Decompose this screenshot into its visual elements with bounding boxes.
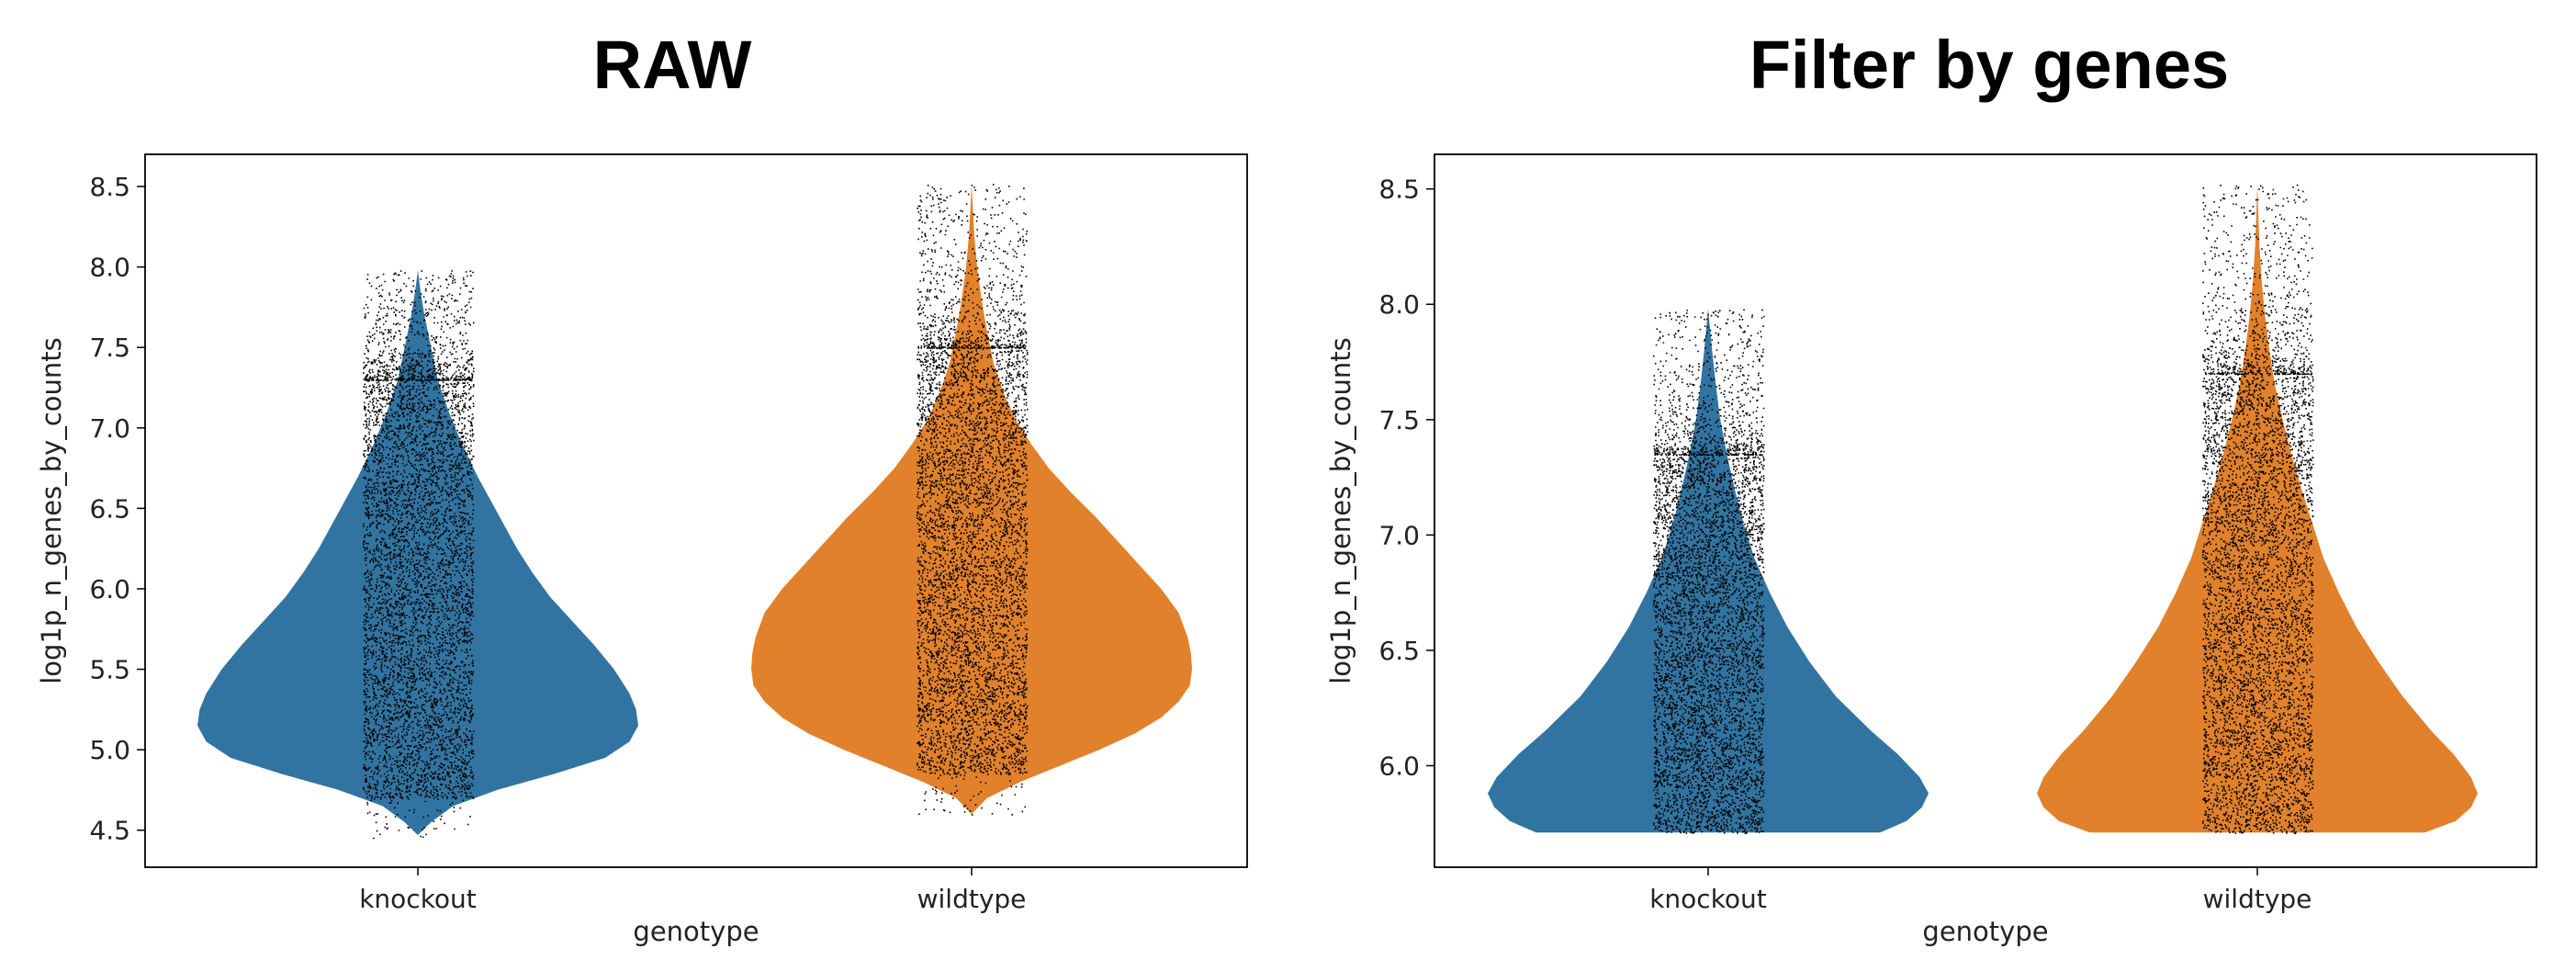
- x-tick-label-knockout: knockout: [1649, 884, 1767, 914]
- y-tick-label: 7.0: [1378, 520, 1420, 550]
- y-tick-label: 5.5: [89, 655, 130, 685]
- y-tick-label: 8.5: [89, 172, 130, 202]
- strip-points-knockout: [1653, 309, 1765, 834]
- chart-panel-1: knockout wildtype 6.0 6.5 7.0 7.5 8.0 8.5 genoty…: [1325, 153, 2537, 947]
- x-tick-label-wildtype: wildtype: [917, 884, 1027, 914]
- y-tick-label: 4.5: [89, 816, 130, 846]
- chart-title-filter: Filter by genes: [1749, 27, 2230, 103]
- strip-points-wildtype: [2202, 184, 2314, 834]
- x-tick-label-knockout: knockout: [359, 884, 477, 914]
- points-knockout: [363, 270, 475, 840]
- points-knockout: [1653, 309, 1765, 834]
- y-tick-label: 5.0: [89, 735, 130, 765]
- y-tick-label: 6.5: [89, 493, 130, 524]
- y-tick-label: 8.5: [1378, 175, 1420, 205]
- axes-frame: [144, 153, 1248, 868]
- strip-points-knockout: [363, 270, 475, 840]
- x-tick-label-wildtype: wildtype: [2203, 884, 2312, 914]
- chart-panel-0: knockout wildtype 4.5 5.0 5.5 6.0 6.5 7.0 7.5 8.0…: [36, 153, 1248, 947]
- y-tick-label: 7.5: [89, 333, 130, 363]
- strip-points-wildtype: [917, 184, 1029, 816]
- y-tick-label: 6.0: [89, 574, 130, 604]
- points-wildtype: [2202, 184, 2314, 834]
- chart-title-raw: RAW: [592, 27, 752, 103]
- x-axis-label: genotype: [1922, 916, 2048, 947]
- y-axis-label: log1p_n_genes_by_counts: [36, 337, 67, 684]
- y-tick-label: 6.5: [1378, 636, 1420, 666]
- axes-frame: [1434, 153, 2537, 868]
- y-axis-label: log1p_n_genes_by_counts: [1325, 337, 1356, 684]
- y-tick-label: 6.0: [1378, 751, 1420, 782]
- y-tick-label: 7.5: [1378, 405, 1420, 435]
- y-tick-label: 8.0: [1378, 289, 1420, 320]
- points-wildtype: [917, 184, 1029, 816]
- x-axis-label: genotype: [633, 916, 759, 947]
- violin-wildtype: [751, 183, 1192, 815]
- y-tick-label: 7.0: [89, 413, 130, 444]
- violin-knockout: [197, 270, 638, 836]
- y-tick-label: 8.0: [89, 253, 130, 283]
